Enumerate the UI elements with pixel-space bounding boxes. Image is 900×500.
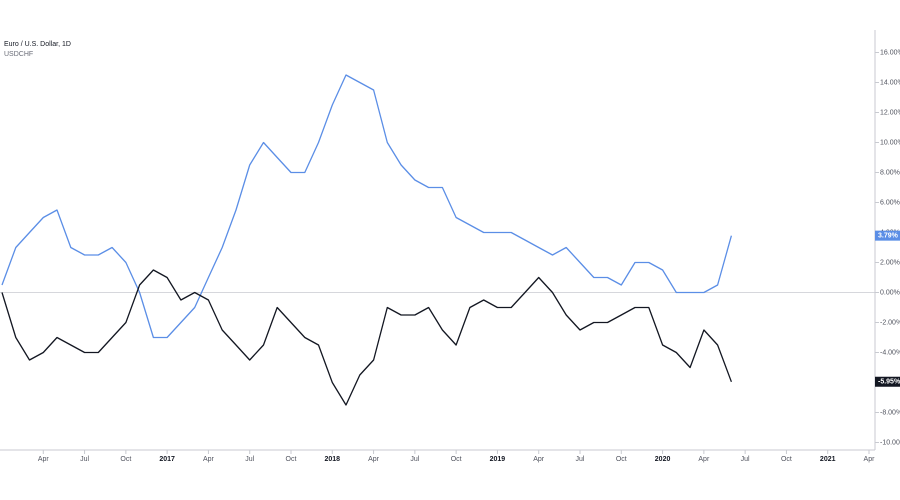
last-value-badge: -5.95% — [875, 376, 900, 387]
y-tick-label: -10.00% — [880, 439, 900, 446]
y-tick-label: -8.00% — [880, 409, 900, 416]
y-tick-label: -2.00% — [880, 319, 900, 326]
x-tick-label: Apr — [203, 456, 215, 463]
x-tick-label: Oct — [451, 456, 462, 463]
x-tick-label: Oct — [120, 456, 131, 463]
y-tick-label: 0.00% — [880, 289, 900, 296]
x-tick-label: 2018 — [324, 456, 340, 463]
x-tick-label: Apr — [38, 456, 50, 463]
last-value-box — [875, 376, 900, 387]
x-tick-label: Jul — [410, 456, 419, 463]
x-tick-label: Apr — [368, 456, 380, 463]
x-tick-label: 2019 — [490, 456, 506, 463]
last-value-label: 3.79% — [878, 232, 899, 239]
last-value-badge: 3.79% — [875, 230, 900, 241]
x-tick-label: 2017 — [159, 456, 175, 463]
x-tick-label: Jul — [80, 456, 89, 463]
x-tick-label: Oct — [781, 456, 792, 463]
x-tick-label: 2020 — [655, 456, 671, 463]
y-tick-label: 12.00% — [880, 109, 900, 116]
y-tick-label: 6.00% — [880, 199, 900, 206]
last-value-box — [875, 230, 900, 241]
y-tick-label: 8.00% — [880, 169, 900, 176]
y-tick-label: 14.00% — [880, 79, 900, 86]
x-tick-label: Oct — [286, 456, 297, 463]
x-tick-label: Apr — [533, 456, 545, 463]
x-tick-label: Apr — [698, 456, 710, 463]
x-tick-label: Jul — [576, 456, 585, 463]
x-tick-label: Oct — [616, 456, 627, 463]
x-tick-label: 2021 — [820, 456, 836, 463]
series-line — [1, 74, 733, 339]
y-tick-label: -4.00% — [880, 349, 900, 356]
y-tick-label: 10.00% — [880, 139, 900, 146]
legend-entry: Euro / U.S. Dollar, 1D — [4, 41, 71, 48]
y-tick-label: 16.00% — [880, 49, 900, 56]
legend-entry: USDCHF — [4, 51, 33, 58]
series-line — [1, 269, 733, 406]
x-tick-label: Apr — [864, 456, 876, 463]
x-tick-label: Jul — [245, 456, 254, 463]
last-value-label: -5.95% — [878, 379, 900, 386]
x-tick-label: Jul — [741, 456, 750, 463]
y-tick-label: 2.00% — [880, 259, 900, 266]
